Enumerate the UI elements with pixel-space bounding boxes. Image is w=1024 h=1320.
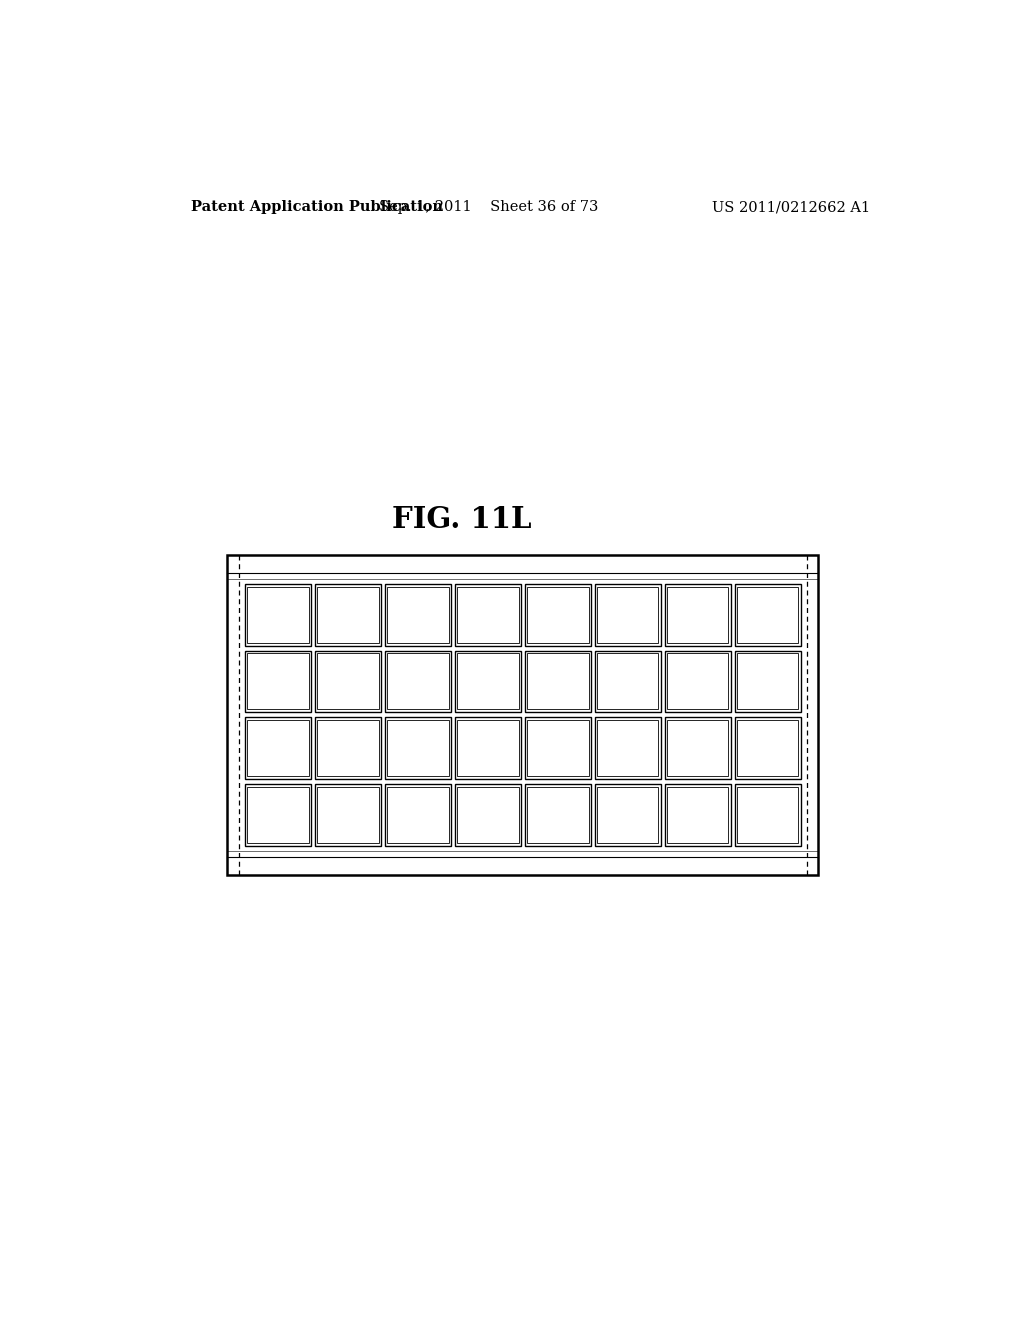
Bar [737,586,799,643]
Bar [524,784,591,846]
Bar [457,721,518,776]
Bar [315,718,381,779]
Bar [527,653,589,709]
Bar [527,586,589,643]
Bar [247,653,309,709]
Bar [665,784,731,846]
Bar [667,787,728,843]
Bar [737,721,799,776]
Bar [527,787,589,843]
Bar [457,787,518,843]
Bar [315,651,381,713]
Bar [524,718,591,779]
Bar [317,653,379,709]
Bar [597,787,658,843]
Bar [527,721,589,776]
Text: US 2011/0212662 A1: US 2011/0212662 A1 [712,201,870,214]
Bar [317,586,379,643]
Bar [385,651,451,713]
Bar [455,583,521,645]
Bar [455,718,521,779]
Bar [245,784,311,846]
Bar [734,718,801,779]
Bar [667,586,728,643]
Bar [595,651,660,713]
Bar [387,787,449,843]
Bar [595,718,660,779]
Bar [455,651,521,713]
Bar [597,721,658,776]
Bar [667,721,728,776]
Bar [667,653,728,709]
Bar [245,583,311,645]
Bar [247,586,309,643]
Bar [317,787,379,843]
Bar [457,653,518,709]
Bar [597,586,658,643]
Text: Patent Application Publication: Patent Application Publication [191,201,443,214]
Bar [387,653,449,709]
Bar [387,721,449,776]
Text: FIG. 11L: FIG. 11L [391,504,531,533]
Bar [665,651,731,713]
Bar [665,718,731,779]
Bar [387,586,449,643]
Bar [734,651,801,713]
Bar [524,583,591,645]
Bar [227,554,818,875]
Bar [247,721,309,776]
Bar [595,784,660,846]
Text: Sep. 1, 2011    Sheet 36 of 73: Sep. 1, 2011 Sheet 36 of 73 [380,201,599,214]
Bar [595,583,660,645]
Bar [385,583,451,645]
Bar [385,718,451,779]
Bar [457,586,518,643]
Bar [245,718,311,779]
Bar [245,651,311,713]
Bar [247,787,309,843]
Bar [737,653,799,709]
Bar [734,583,801,645]
Bar [597,653,658,709]
Bar [317,721,379,776]
Bar [524,651,591,713]
Bar [315,583,381,645]
Bar [734,784,801,846]
Bar [455,784,521,846]
Bar [315,784,381,846]
Bar [665,583,731,645]
Bar [737,787,799,843]
Bar [385,784,451,846]
